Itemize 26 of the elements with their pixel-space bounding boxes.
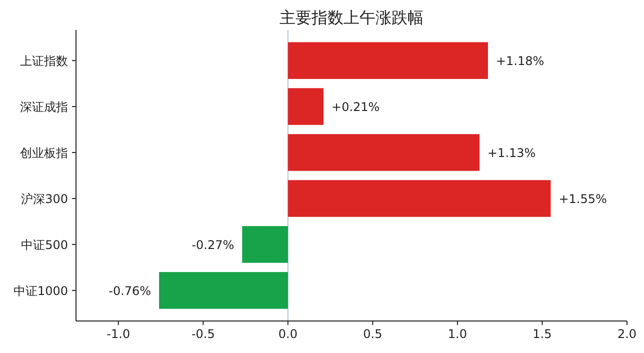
x-tick-label: 0.5 — [363, 327, 382, 341]
bar — [288, 134, 480, 171]
bar — [288, 88, 324, 125]
x-tick-label: -0.5 — [191, 327, 215, 341]
data-label: +1.13% — [488, 146, 536, 160]
bar — [242, 226, 288, 263]
x-tick-label: -1.0 — [106, 327, 130, 341]
bar — [159, 272, 288, 309]
data-label: -0.27% — [192, 238, 234, 252]
bar — [288, 42, 488, 79]
x-tick-label: 1.0 — [448, 327, 468, 341]
data-label: -0.76% — [108, 284, 152, 298]
data-label: +1.55% — [558, 192, 607, 206]
bar — [288, 180, 551, 217]
x-tick-label: 0.0 — [278, 327, 298, 341]
x-tick-label: 2.0 — [617, 327, 637, 341]
y-tick-label: 中证500 — [21, 238, 68, 252]
x-tick-label: 1.5 — [532, 327, 552, 341]
y-tick-label: 上证指数 — [20, 54, 68, 68]
chart-title: 主要指数上午涨跌幅 — [280, 8, 424, 27]
y-tick-label: 中证1000 — [13, 284, 68, 298]
data-label: +0.21% — [332, 100, 380, 114]
y-tick-label: 创业板指 — [20, 146, 68, 160]
y-tick-label: 沪深300 — [21, 192, 68, 206]
data-label: +1.18% — [496, 54, 544, 68]
y-tick-label: 深证成指 — [20, 100, 68, 114]
